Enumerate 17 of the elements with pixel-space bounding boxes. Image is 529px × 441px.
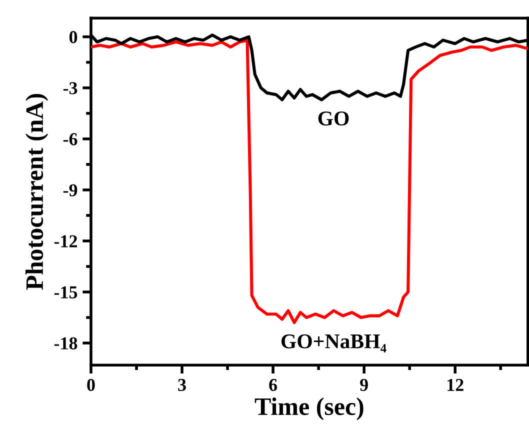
y-tick-label: -15	[54, 286, 78, 298]
x-axis-title: Time (sec)	[254, 397, 364, 420]
y-tick-label: -3	[63, 82, 78, 94]
series-label: GO+NaBH₄	[281, 334, 386, 352]
x-tick-label: 9	[360, 378, 368, 392]
y-axis-title: Photocurrent (nA)	[26, 94, 48, 290]
y-tick-label: -6	[63, 133, 78, 146]
series-label: GO	[318, 112, 349, 126]
y-tick-label: -18	[54, 337, 78, 350]
line-series	[90, 38, 528, 324]
y-tick-label: 0	[69, 31, 78, 44]
y-tick-label: -9	[63, 184, 78, 196]
y-tick-label: -12	[54, 235, 78, 248]
x-tick-label: 0	[87, 378, 95, 392]
x-tick-label: 3	[178, 378, 186, 392]
x-tick-label: 6	[269, 378, 278, 392]
x-tick-label: 12	[448, 378, 464, 391]
